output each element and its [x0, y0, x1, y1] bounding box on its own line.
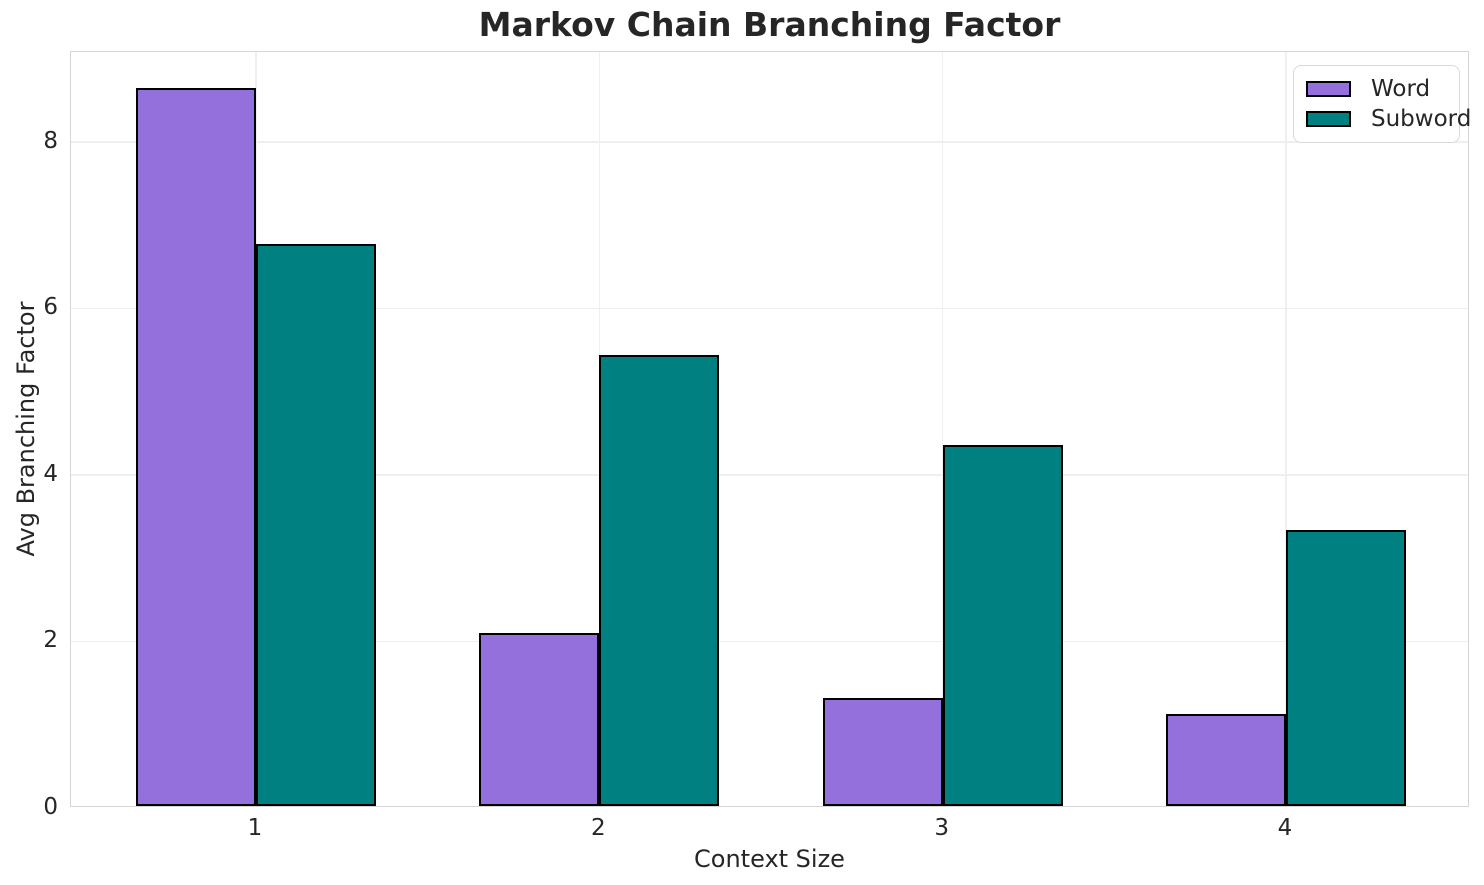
plot-area: Word Subword — [70, 51, 1471, 807]
legend: Word Subword — [1293, 65, 1471, 143]
h-gridline — [71, 474, 1468, 476]
legend-item-word: Word — [1294, 74, 1459, 104]
h-gridline — [71, 307, 1468, 310]
x-tick-label: 3 — [934, 815, 949, 841]
x-tick-label: 4 — [1277, 815, 1293, 841]
bar-subword-2 — [599, 354, 720, 806]
bar-subword-1 — [256, 244, 376, 806]
legend-swatch-word — [1306, 81, 1351, 97]
y-tick-label: 8 — [43, 127, 58, 154]
bar-subword-4 — [1285, 529, 1406, 806]
y-tick-label: 4 — [43, 460, 58, 487]
h-gridline — [71, 640, 1468, 643]
bar-word-2 — [479, 632, 600, 806]
y-tick-label: 2 — [43, 627, 58, 654]
y-axis-label: Avg Branching Factor — [12, 301, 40, 557]
legend-item-subword: Subword — [1294, 104, 1471, 134]
x-tick-label: 1 — [247, 815, 263, 841]
bar-subword-3 — [942, 444, 1063, 806]
chart-title: Markov Chain Branching Factor — [478, 5, 1061, 44]
legend-swatch-subword — [1306, 111, 1351, 127]
v-gridline — [1285, 52, 1287, 806]
legend-label: Subword — [1371, 106, 1472, 132]
x-tick-label: 2 — [591, 815, 606, 841]
y-tick-label: 0 — [43, 794, 58, 820]
x-axis-label: Context Size — [694, 845, 845, 873]
legend-label: Word — [1371, 76, 1431, 102]
h-gridline — [71, 141, 1468, 143]
v-gridline — [941, 52, 944, 806]
bar-word-4 — [1165, 714, 1286, 806]
bar-word-3 — [822, 697, 943, 806]
y-tick-label: 6 — [43, 294, 58, 321]
bar-word-1 — [136, 88, 256, 806]
